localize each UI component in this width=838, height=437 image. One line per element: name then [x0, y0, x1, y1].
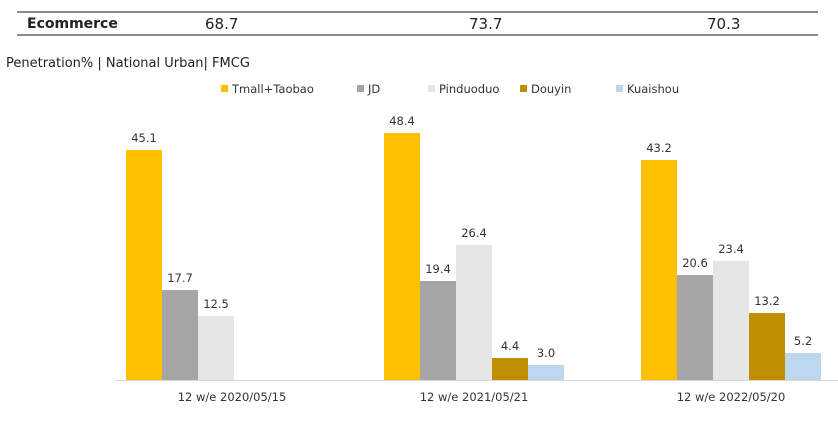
legend-swatch-icon: [520, 85, 527, 92]
bar-pinduoduo: [198, 316, 234, 380]
legend-label: Kuaishou: [627, 82, 680, 96]
bar-pinduoduo: [456, 245, 492, 380]
bar-tmall-taobao: [641, 160, 677, 380]
data-label: 23.4: [718, 242, 744, 256]
data-label: 19.4: [425, 262, 451, 276]
data-label: 43.2: [646, 141, 672, 155]
legend-swatch-icon: [616, 85, 623, 92]
table-row-label: Ecommerce: [27, 16, 118, 32]
bar-tmall-taobao: [126, 150, 162, 380]
data-label: 12.5: [203, 297, 229, 311]
x-axis-line: [115, 380, 838, 381]
ecommerce-summary-table: Ecommerce 68.7 73.7 70.3: [17, 11, 818, 36]
legend-swatch-icon: [221, 85, 228, 92]
legend-item-pinduoduo: Pinduoduo: [428, 82, 499, 96]
legend-item-tmall-taobao: Tmall+Taobao: [221, 82, 314, 96]
legend-label: Douyin: [531, 82, 572, 96]
legend-label: Tmall+Taobao: [232, 82, 314, 96]
x-axis-category-label: 12 w/e 2021/05/21: [419, 390, 529, 404]
bar-jd: [162, 290, 198, 380]
bar-tmall-taobao: [384, 133, 420, 380]
table-value-2022: 70.3: [707, 15, 741, 33]
data-label: 26.4: [461, 226, 487, 240]
data-label: 48.4: [389, 114, 415, 128]
chart-subtitle: Penetration% | National Urban| FMCG: [6, 56, 250, 71]
legend-item-jd: JD: [357, 82, 380, 96]
legend-item-douyin: Douyin: [520, 82, 571, 96]
data-label: 20.6: [682, 256, 708, 270]
bar-kuaishou: [528, 365, 564, 380]
data-label: 5.2: [793, 334, 813, 348]
table-value-2021: 73.7: [469, 15, 503, 33]
bar-jd: [420, 281, 456, 380]
data-label: 4.4: [500, 339, 520, 353]
bar-douyin: [492, 358, 528, 380]
table-value-2020: 68.7: [205, 15, 239, 33]
bar-kuaishou: [785, 353, 821, 380]
legend-swatch-icon: [428, 85, 435, 92]
bar-jd: [677, 275, 713, 380]
data-label: 17.7: [167, 271, 193, 285]
legend-item-kuaishou: Kuaishou: [616, 82, 679, 96]
bar-douyin: [749, 313, 785, 380]
legend-label: JD: [368, 82, 381, 96]
legend-swatch-icon: [357, 85, 364, 92]
x-axis-category-label: 12 w/e 2022/05/20: [676, 390, 786, 404]
data-label: 13.2: [754, 294, 780, 308]
bar-pinduoduo: [713, 261, 749, 380]
data-label: 45.1: [131, 131, 157, 145]
data-label: 3.0: [536, 346, 556, 360]
x-axis-category-label: 12 w/e 2020/05/15: [177, 390, 287, 404]
legend-label: Pinduoduo: [439, 82, 500, 96]
